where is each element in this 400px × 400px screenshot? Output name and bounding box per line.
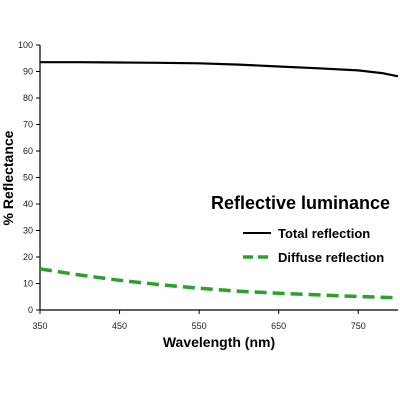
series-line-diffuse-reflection (39, 267, 399, 300)
y-tick-label: 70 (23, 120, 33, 130)
x-tick-label: 650 (271, 321, 286, 331)
y-tick-label: 80 (23, 93, 33, 103)
ticks: 0 10 20 30 40 50 60 70 80 90 100 350 450 550 650 750 (18, 40, 366, 331)
series-line-total-reflection (40, 61, 399, 78)
y-tick-label: 100 (18, 40, 33, 50)
x-tick-label: 550 (192, 321, 207, 331)
legend-label-total-reflection: Total reflection (278, 226, 370, 241)
x-tick-label: 450 (112, 321, 127, 331)
x-axis-title: Wavelength (nm) (163, 334, 275, 350)
y-tick-label: 0 (28, 305, 33, 315)
legend-label-diffuse-reflection: Diffuse reflection (278, 250, 384, 265)
x-tick-label: 750 (351, 321, 366, 331)
y-axis-title: % Reflectance (0, 130, 16, 225)
y-tick-label: 50 (23, 173, 33, 183)
legend-title: Reflective luminance (211, 193, 390, 213)
series-layer (39, 61, 399, 300)
legend: Reflective luminance Total reflection Di… (211, 193, 390, 265)
y-tick-label: 40 (23, 199, 33, 209)
y-tick-label: 90 (23, 67, 33, 77)
y-tick-label: 30 (23, 226, 33, 236)
y-tick-label: 60 (23, 146, 33, 156)
y-tick-label: 20 (23, 252, 33, 262)
axes (39, 45, 398, 311)
x-tick-label: 350 (32, 321, 47, 331)
y-tick-label: 10 (23, 279, 33, 289)
